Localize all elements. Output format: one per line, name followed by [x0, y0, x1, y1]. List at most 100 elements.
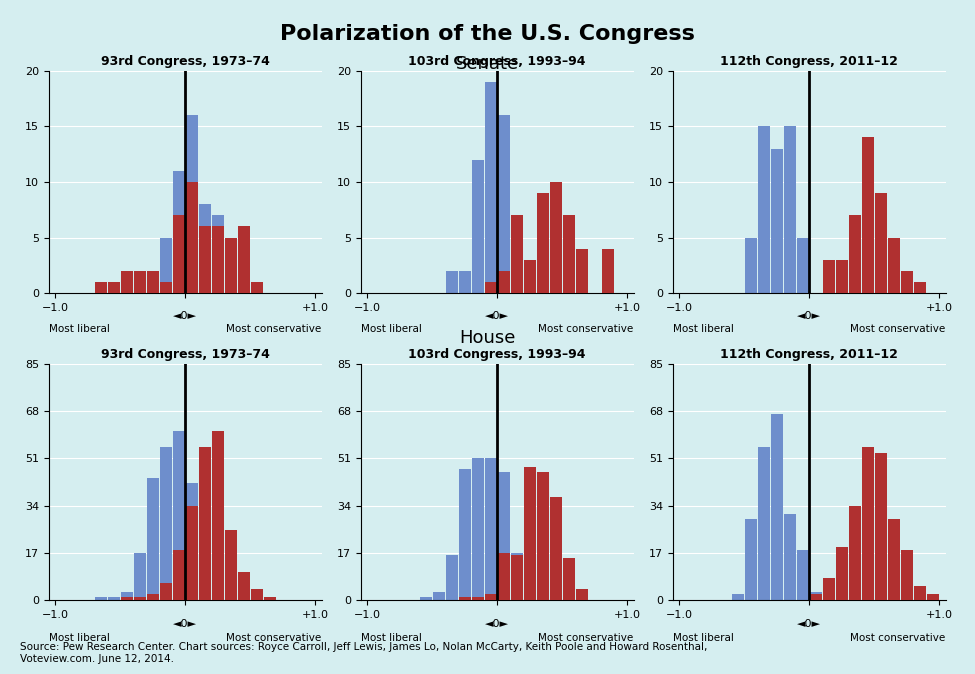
Bar — [173, 216, 185, 293]
Text: Most liberal: Most liberal — [673, 324, 733, 334]
Bar — [575, 249, 588, 293]
Bar — [146, 594, 159, 600]
Text: Source: Pew Research Center. Chart sources: Royce Carroll, Jeff Lewis, James Lo,: Source: Pew Research Center. Chart sourc… — [20, 642, 707, 664]
Bar — [524, 466, 536, 600]
Bar — [745, 520, 757, 600]
Bar — [875, 193, 887, 293]
Bar — [160, 583, 172, 600]
Text: Most conservative: Most conservative — [226, 324, 322, 334]
Bar — [901, 550, 913, 600]
Bar — [809, 592, 822, 600]
Bar — [575, 589, 588, 600]
Bar — [848, 506, 861, 600]
Bar — [121, 592, 133, 600]
Bar — [134, 271, 146, 293]
Title: 112th Congress, 2011–12: 112th Congress, 2011–12 — [721, 55, 898, 68]
Bar — [446, 271, 458, 293]
Bar — [550, 182, 562, 293]
Bar — [238, 282, 250, 293]
Text: ◄0►: ◄0► — [174, 311, 197, 321]
Bar — [224, 530, 237, 600]
Bar — [836, 260, 848, 293]
Bar — [185, 483, 198, 600]
Bar — [901, 271, 913, 293]
Bar — [224, 249, 237, 293]
Bar — [784, 514, 796, 600]
Bar — [199, 545, 211, 600]
Bar — [134, 553, 146, 600]
Bar — [121, 597, 133, 600]
Bar — [485, 594, 497, 600]
Bar — [914, 282, 926, 293]
Bar — [511, 555, 523, 600]
Bar — [146, 282, 159, 293]
Text: Most conservative: Most conservative — [538, 324, 634, 334]
Bar — [107, 282, 120, 293]
Bar — [238, 597, 250, 600]
Bar — [160, 282, 172, 293]
Bar — [809, 594, 822, 600]
Bar — [511, 260, 523, 293]
Text: ◄0►: ◄0► — [798, 311, 821, 321]
Bar — [887, 238, 900, 293]
Text: Polarization of the U.S. Congress: Polarization of the U.S. Congress — [280, 24, 695, 44]
Bar — [758, 127, 770, 293]
Title: 93rd Congress, 1973–74: 93rd Congress, 1973–74 — [100, 348, 270, 361]
Bar — [770, 148, 783, 293]
Bar — [146, 271, 159, 293]
Bar — [173, 431, 185, 600]
Bar — [862, 448, 874, 600]
Bar — [497, 115, 510, 293]
Text: Most conservative: Most conservative — [850, 324, 946, 334]
Bar — [107, 597, 120, 600]
Bar — [185, 506, 198, 600]
Bar — [224, 589, 237, 600]
Bar — [848, 216, 861, 293]
Title: 112th Congress, 2011–12: 112th Congress, 2011–12 — [721, 348, 898, 361]
Bar — [458, 271, 471, 293]
Bar — [95, 282, 107, 293]
Bar — [458, 597, 471, 600]
Bar — [745, 238, 757, 293]
Bar — [121, 271, 133, 293]
Bar — [458, 469, 471, 600]
Bar — [563, 558, 575, 600]
Bar — [485, 82, 497, 293]
Title: 103rd Congress, 1993–94: 103rd Congress, 1993–94 — [409, 55, 586, 68]
Bar — [536, 282, 549, 293]
Bar — [472, 160, 484, 293]
Text: ◄0►: ◄0► — [486, 311, 509, 321]
Text: ◄0►: ◄0► — [174, 619, 197, 629]
Bar — [238, 226, 250, 293]
Bar — [212, 226, 224, 293]
Bar — [224, 238, 237, 293]
Bar — [836, 547, 848, 600]
Text: Most liberal: Most liberal — [361, 324, 421, 334]
Title: 103rd Congress, 1993–94: 103rd Congress, 1993–94 — [409, 348, 586, 361]
Bar — [511, 553, 523, 600]
Text: Senate: Senate — [456, 55, 519, 73]
Bar — [146, 478, 159, 600]
Bar — [731, 594, 744, 600]
Bar — [823, 260, 835, 293]
Bar — [472, 458, 484, 600]
Bar — [134, 282, 146, 293]
Text: Most conservative: Most conservative — [226, 633, 322, 643]
Bar — [887, 520, 900, 600]
Bar — [914, 586, 926, 600]
Bar — [238, 572, 250, 600]
Bar — [524, 260, 536, 293]
Bar — [173, 171, 185, 293]
Bar — [160, 238, 172, 293]
Bar — [784, 127, 796, 293]
Bar — [862, 137, 874, 293]
Bar — [251, 589, 263, 600]
Bar — [497, 271, 510, 293]
Bar — [823, 597, 835, 600]
Bar — [497, 553, 510, 600]
Text: Most conservative: Most conservative — [538, 633, 634, 643]
Bar — [199, 448, 211, 600]
Bar — [212, 216, 224, 293]
Bar — [446, 555, 458, 600]
Bar — [550, 497, 562, 600]
